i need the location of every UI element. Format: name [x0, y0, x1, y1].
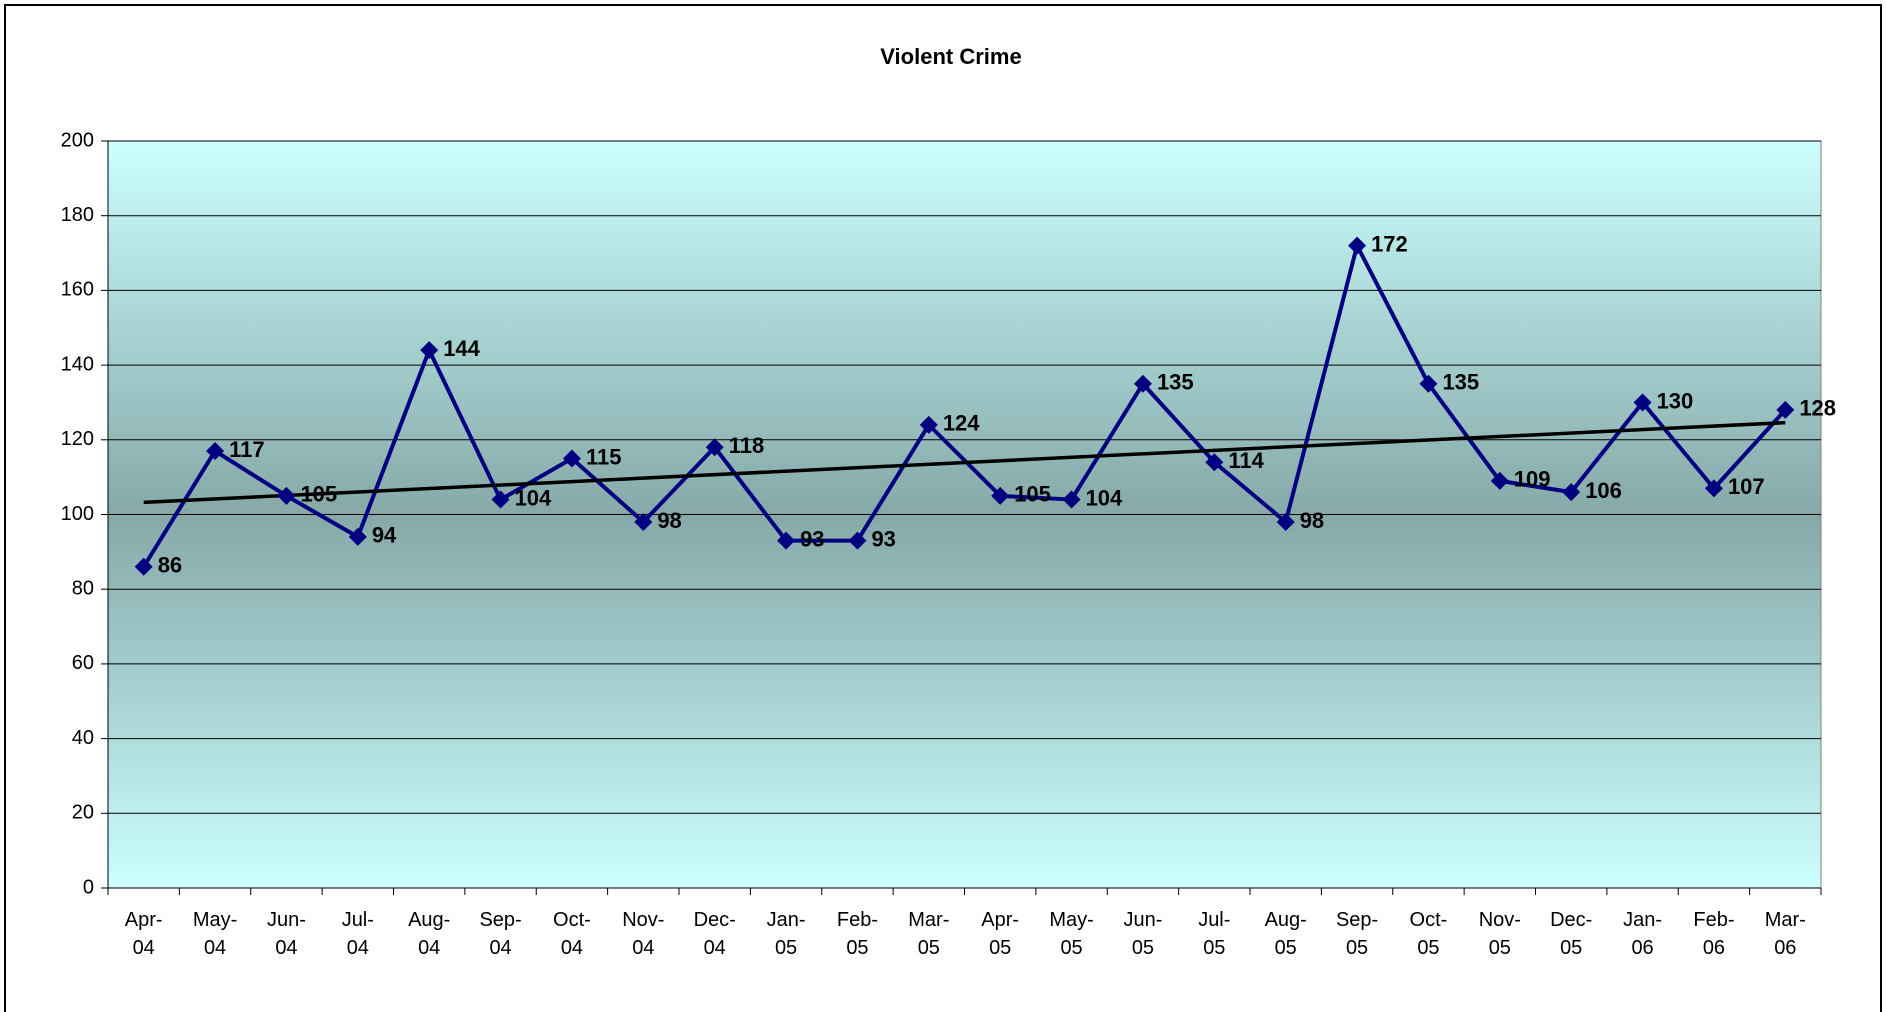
x-tick-label: Apr-04	[125, 909, 163, 959]
data-label: 105	[300, 482, 337, 507]
data-label: 93	[871, 526, 895, 551]
x-tick-label: Jun-05	[1123, 909, 1162, 959]
data-point	[848, 531, 867, 550]
data-label: 104	[515, 485, 552, 510]
data-label: 98	[1300, 508, 1324, 533]
x-tick-label: Sep-05	[1336, 909, 1378, 959]
y-tick-label: 120	[61, 428, 94, 450]
data-label: 124	[943, 411, 980, 436]
data-point	[134, 557, 153, 576]
data-point	[1348, 236, 1367, 255]
y-tick-label: 40	[72, 727, 94, 749]
data-point	[491, 490, 510, 509]
data-point	[1205, 453, 1224, 472]
data-point	[562, 449, 581, 468]
x-tick-label: Dec-05	[1550, 909, 1592, 959]
data-point	[1562, 483, 1581, 502]
x-tick-label: Apr-05	[981, 909, 1019, 959]
data-label: 86	[158, 553, 182, 578]
y-tick-label: 20	[72, 802, 94, 824]
data-point	[1776, 400, 1795, 419]
x-tick-label: Sep-04	[479, 909, 521, 959]
data-label: 107	[1728, 474, 1765, 499]
data-label: 98	[657, 508, 681, 533]
y-tick-label: 140	[61, 353, 94, 375]
data-point	[1133, 374, 1152, 393]
x-tick-label: Oct-05	[1410, 909, 1448, 959]
x-tick-label: Nov-04	[622, 909, 664, 959]
y-tick-label: 200	[61, 129, 94, 151]
x-tick-label: Feb-05	[837, 909, 878, 959]
x-tick-label: Jan-06	[1623, 909, 1662, 959]
data-label: 128	[1799, 396, 1836, 421]
chart-title: Violent Crime	[880, 44, 1021, 69]
data-point	[1633, 393, 1652, 412]
data-point	[206, 442, 225, 461]
data-label: 104	[1086, 485, 1123, 510]
y-tick-label: 80	[72, 577, 94, 599]
data-point	[777, 531, 796, 550]
data-point	[1704, 479, 1723, 498]
data-point	[1062, 490, 1081, 509]
x-tick-label: Jul-04	[342, 909, 374, 959]
data-point	[919, 415, 938, 434]
x-tick-label: Feb-06	[1693, 909, 1734, 959]
data-point	[277, 486, 296, 505]
data-label: 93	[800, 526, 824, 551]
data-label: 115	[586, 444, 622, 469]
x-tick-label: Jan-05	[767, 909, 806, 959]
x-tick-label: Mar-06	[1765, 909, 1806, 959]
data-label: 118	[729, 433, 765, 458]
data-point	[1490, 471, 1509, 490]
data-label: 109	[1514, 467, 1551, 492]
data-point	[1276, 512, 1295, 531]
data-point	[705, 438, 724, 457]
x-tick-label: Aug-04	[408, 909, 450, 959]
y-tick-label: 180	[61, 204, 94, 226]
data-label: 94	[372, 523, 397, 548]
trendline	[143, 420, 1786, 505]
series-line	[141, 243, 1787, 568]
data-label: 114	[1228, 448, 1264, 473]
y-tick-label: 0	[83, 876, 94, 898]
data-label: 117	[229, 437, 265, 462]
x-tick-label: Dec-04	[694, 909, 736, 959]
data-label: 172	[1371, 231, 1408, 256]
data-label: 144	[443, 336, 480, 361]
x-tick-label: Nov-05	[1479, 909, 1521, 959]
data-label: 105	[1014, 482, 1051, 507]
y-tick-label: 100	[61, 503, 94, 525]
y-tick-label: 160	[61, 279, 94, 301]
x-tick-label: May-04	[193, 909, 237, 959]
data-label: 106	[1585, 478, 1622, 503]
data-label: 135	[1442, 370, 1479, 395]
data-point	[634, 512, 653, 531]
y-tick-label: 60	[72, 652, 94, 674]
x-tick-label: Jul-05	[1198, 909, 1230, 959]
x-tick-label: Mar-05	[908, 909, 949, 959]
data-label: 130	[1657, 388, 1694, 413]
data-point	[1419, 374, 1438, 393]
x-tick-label: Oct-04	[553, 909, 591, 959]
data-point	[420, 341, 439, 360]
x-tick-label: Jun-04	[267, 909, 306, 959]
data-label: 135	[1157, 370, 1194, 395]
data-point	[991, 486, 1010, 505]
x-tick-label: May-05	[1049, 909, 1093, 959]
data-point	[348, 527, 367, 546]
x-tick-label: Aug-05	[1265, 909, 1307, 959]
